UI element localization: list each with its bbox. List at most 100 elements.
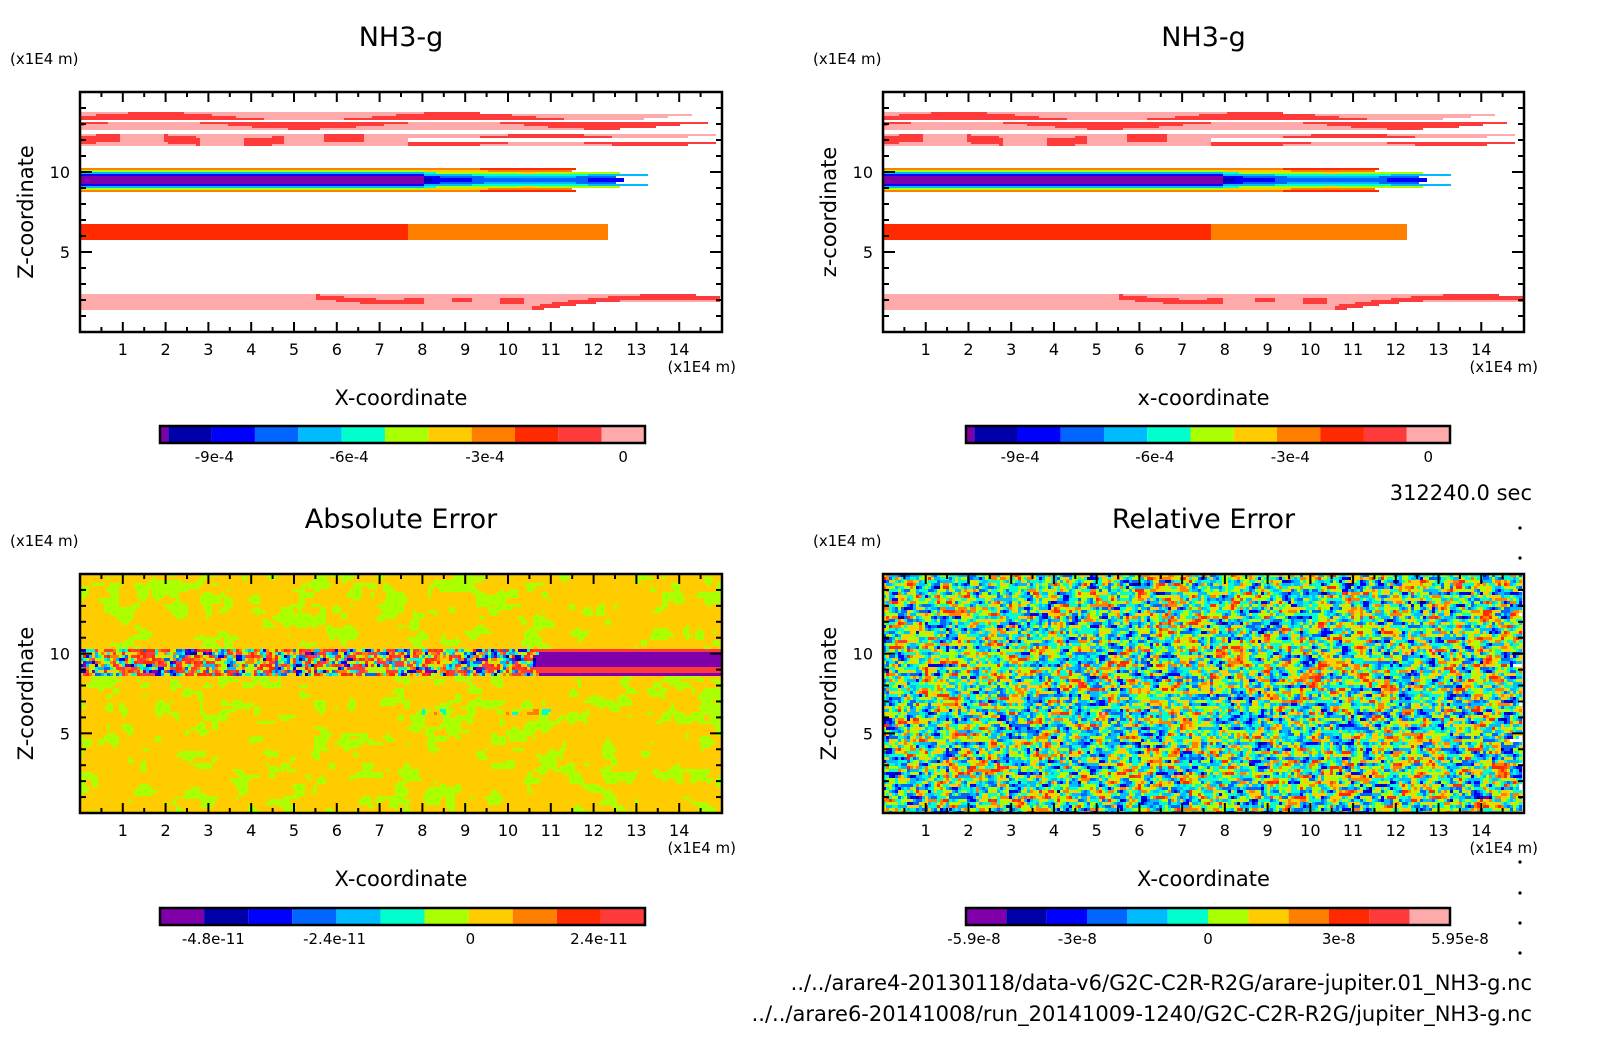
- heatmap-cell: [305, 655, 308, 658]
- heatmap-cell: [1225, 589, 1228, 592]
- heatmap-cell: [1255, 589, 1261, 592]
- heatmap-cell: [332, 664, 335, 667]
- heatmap-cell: [440, 670, 446, 673]
- heatmap-cell: [1252, 592, 1255, 595]
- heatmap-cell: [713, 580, 719, 583]
- heatmap-cell: [95, 673, 101, 676]
- heatmap-cell: [248, 664, 254, 667]
- heatmap-cell: [446, 799, 455, 802]
- heatmap-cell: [1390, 595, 1393, 598]
- heatmap-cell: [485, 670, 488, 673]
- heatmap-cell: [191, 787, 200, 790]
- heatmap-cell: [500, 302, 524, 304]
- heatmap-cell: [314, 706, 326, 709]
- heatmap-cell: [80, 697, 107, 700]
- heatmap-cell: [293, 667, 296, 670]
- heatmap-cell: [371, 658, 374, 661]
- heatmap-cell: [532, 306, 560, 308]
- heatmap-cell: [472, 184, 588, 186]
- heatmap-cell: [1414, 592, 1417, 595]
- heatmap-cell: [449, 661, 452, 664]
- heatmap-cell: [1225, 595, 1228, 598]
- heatmap-cell: [497, 649, 500, 652]
- heatmap-cell: [1075, 589, 1078, 592]
- heatmap-cell: [916, 592, 919, 595]
- heatmap-cell: [500, 589, 503, 592]
- heatmap-cell: [110, 742, 119, 745]
- heatmap-cell: [98, 598, 119, 601]
- heatmap-cell: [1384, 592, 1390, 595]
- heatmap-cell: [143, 661, 152, 664]
- heatmap-cell: [1117, 595, 1120, 598]
- heatmap-cell: [509, 652, 515, 655]
- heatmap-cell: [437, 712, 440, 715]
- heatmap-cell: [605, 706, 608, 709]
- heatmap-cell: [1339, 186, 1423, 188]
- heatmap-cell: [122, 712, 128, 715]
- heatmap-cell: [961, 586, 964, 589]
- heatmap-cell: [1127, 136, 1167, 138]
- heatmap-cell: [578, 637, 584, 640]
- heatmap-cell: [290, 667, 293, 670]
- heatmap-cell: [527, 646, 533, 649]
- heatmap-cell: [395, 673, 398, 676]
- heatmap-cell: [1381, 589, 1384, 592]
- heatmap-cell: [524, 781, 539, 784]
- heatmap-cell: [146, 670, 149, 673]
- heatmap-cell: [110, 727, 122, 730]
- heatmap-cell: [395, 652, 398, 655]
- heatmap-cell: [1510, 586, 1516, 589]
- heatmap-cell: [317, 625, 326, 628]
- heatmap-cell: [113, 652, 116, 655]
- heatmap-cell: [152, 667, 155, 670]
- heatmap-cell: [976, 580, 979, 583]
- heatmap-cell: [167, 652, 170, 655]
- heatmap-cell: [1255, 586, 1258, 589]
- heatmap-cell: [239, 790, 248, 793]
- heatmap-cell: [413, 649, 419, 652]
- heatmap-cell: [428, 745, 437, 748]
- heatmap-cell: [1237, 577, 1240, 580]
- heatmap-cell: [299, 592, 314, 595]
- heatmap-cell: [176, 718, 179, 721]
- heatmap-cell: [1399, 592, 1402, 595]
- heatmap-cell: [179, 658, 182, 661]
- heatmap-cell: [542, 637, 578, 640]
- heatmap-cell: [1195, 595, 1198, 598]
- heatmap-cell: [1303, 300, 1327, 302]
- heatmap-cell: [260, 649, 263, 652]
- heatmap-cell: [239, 796, 284, 799]
- heatmap-cell: [488, 610, 500, 613]
- heatmap-cell: [551, 748, 554, 751]
- heatmap-cell: [347, 643, 413, 646]
- heatmap-cell: [338, 739, 374, 742]
- heatmap-cell: [239, 664, 242, 667]
- heatmap-cell: [472, 298, 500, 300]
- heatmap-cell: [179, 718, 203, 721]
- heatmap-cell: [83, 598, 98, 601]
- heatmap-cell: [239, 793, 245, 796]
- heatmap-cell: [281, 652, 284, 655]
- heatmap-cell: [922, 595, 925, 598]
- heatmap-cell: [1211, 144, 1283, 146]
- heatmap-cell: [80, 176, 424, 178]
- heatmap-cell: [1501, 583, 1504, 586]
- heatmap-cell: [335, 658, 338, 661]
- heatmap-cell: [1267, 586, 1270, 589]
- heatmap-cell: [500, 721, 506, 724]
- heatmap-cell: [1276, 583, 1279, 586]
- heatmap-cell: [197, 766, 212, 769]
- heatmap-cell: [308, 673, 311, 676]
- heatmap-cell: [408, 228, 608, 230]
- heatmap-cell: [1207, 298, 1223, 300]
- heatmap-cell: [503, 649, 506, 652]
- heatmap-cell: [1483, 577, 1489, 580]
- heatmap-cell: [188, 664, 191, 667]
- heatmap-cell: [326, 781, 398, 784]
- heatmap-cell: [254, 658, 257, 661]
- heatmap-cell: [1465, 595, 1468, 598]
- heatmap-cell: [1024, 577, 1027, 580]
- heatmap-cell: [1108, 577, 1111, 580]
- heatmap-cell: [236, 658, 239, 661]
- heatmap-cell: [1477, 586, 1480, 589]
